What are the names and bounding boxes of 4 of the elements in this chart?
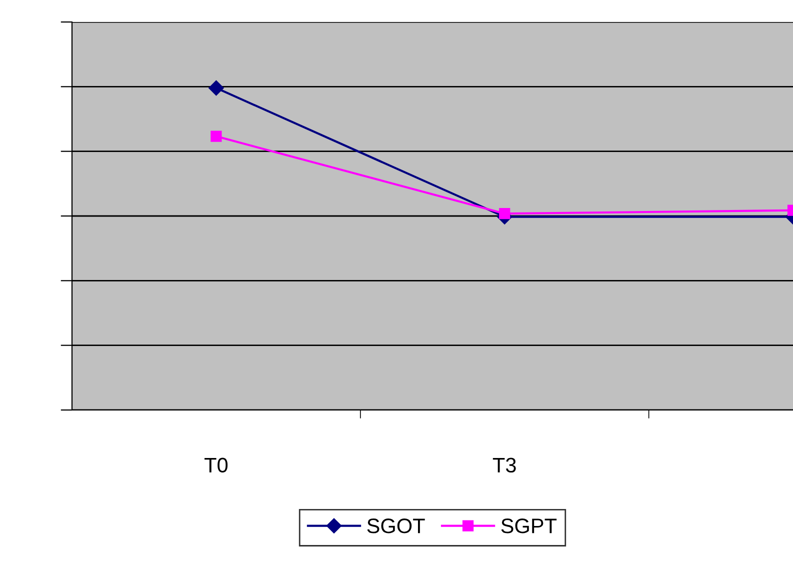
legend-label: SGPT: [501, 518, 557, 534]
legend-label: SGOT: [367, 518, 425, 534]
x-tick-label: T0: [204, 458, 228, 473]
x-tick-label: T3: [492, 458, 516, 473]
